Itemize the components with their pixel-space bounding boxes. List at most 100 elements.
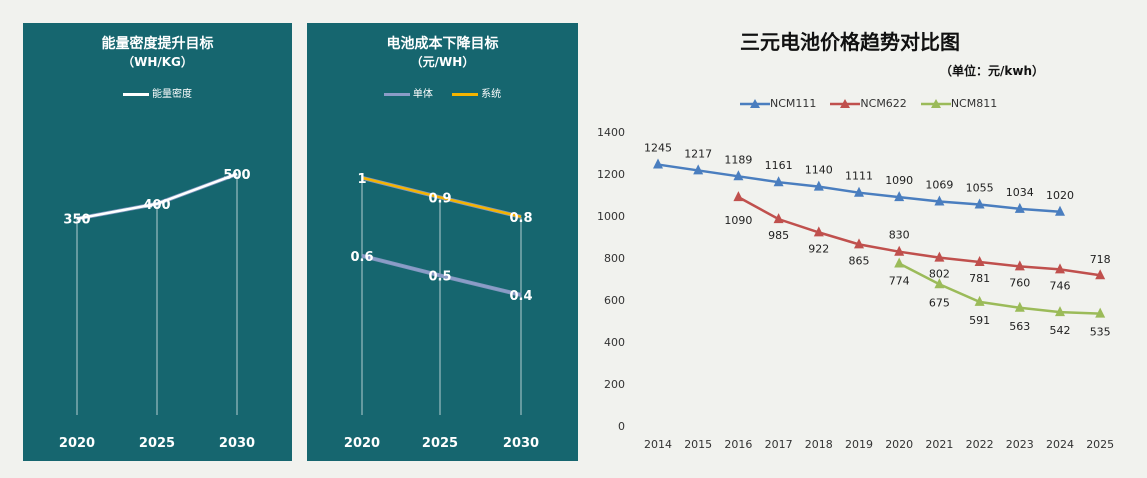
data-label: 1111 xyxy=(845,170,873,183)
data-marker xyxy=(1014,260,1025,271)
legend-item-system: 系统 xyxy=(452,85,501,100)
x-tick-label: 2016 xyxy=(724,438,752,451)
cost-target-legend: 单体 系统 xyxy=(307,85,578,100)
data-label: 985 xyxy=(768,229,789,242)
data-label: 1020 xyxy=(1046,189,1074,202)
series-line-0 xyxy=(76,172,238,220)
x-tick-label: 2018 xyxy=(805,438,833,451)
data-marker xyxy=(733,170,744,181)
data-label: 1217 xyxy=(684,147,712,160)
series-line-0 xyxy=(361,254,522,297)
data-label: 802 xyxy=(929,268,950,281)
y-tick-label: 1200 xyxy=(597,168,625,181)
data-label: 1055 xyxy=(966,181,994,194)
data-marker xyxy=(653,158,663,169)
legend-swatch xyxy=(740,99,770,108)
energy-density-subtitle: （WH/KG） xyxy=(122,55,193,69)
cost-target-title: 电池成本下降目标 xyxy=(386,36,499,52)
data-marker xyxy=(854,238,864,249)
x-tick-label: 2014 xyxy=(644,438,672,451)
data-label: 746 xyxy=(1050,279,1071,292)
data-marker xyxy=(1055,205,1065,216)
legend-swatch xyxy=(452,92,479,96)
legend-item-cell: 单体 xyxy=(383,85,433,100)
series-line-ncm811 xyxy=(898,262,1101,315)
data-label: 563 xyxy=(1009,320,1030,333)
x-tick-label: 2019 xyxy=(845,438,873,451)
x-tick-label: 2017 xyxy=(765,438,793,451)
x-tick-label: 2023 xyxy=(1006,438,1034,451)
series-line-ncm622 xyxy=(737,196,1101,277)
data-label: 922 xyxy=(808,242,829,255)
data-marker xyxy=(1014,301,1025,312)
y-tick-label: 600 xyxy=(604,294,625,307)
data-marker xyxy=(854,186,864,197)
data-label: 400 xyxy=(143,198,170,213)
data-label: 718 xyxy=(1090,253,1111,266)
x-tick-label: 2024 xyxy=(1046,438,1074,451)
y-tick-label: 400 xyxy=(604,336,625,349)
cost-target-chart-panel: 电池成本下降目标 （元/WH） 单体 系统 2020 2025 2030 0.6 0.5… xyxy=(307,23,578,461)
data-label: 0.4 xyxy=(509,289,532,304)
data-label: 500 xyxy=(223,168,250,183)
energy-density-chart-panel: 能量密度提升目标 （WH/KG） 能量密度 2020 2025 2030 350 400… xyxy=(23,23,292,461)
y-tick-label: 800 xyxy=(604,252,625,265)
legend-label: NCM622 xyxy=(860,97,907,110)
data-label: 1 xyxy=(357,172,366,187)
x-tick-label: 2015 xyxy=(684,438,712,451)
data-marker xyxy=(894,245,905,256)
data-label: 781 xyxy=(969,272,990,285)
data-marker xyxy=(934,195,945,206)
price-trend-title: 三元电池价格趋势对比图 xyxy=(740,30,960,54)
data-label: 1189 xyxy=(724,153,752,166)
data-label: 591 xyxy=(969,314,990,327)
data-marker xyxy=(894,257,905,268)
data-marker xyxy=(974,255,985,266)
x-tick-label: 2022 xyxy=(966,438,994,451)
data-marker xyxy=(773,176,784,187)
y-tick-label: 0 xyxy=(618,420,625,433)
y-tick-label: 200 xyxy=(604,378,625,391)
data-marker xyxy=(733,191,744,202)
x-tick-label: 2030 xyxy=(503,436,539,451)
data-marker xyxy=(974,295,985,306)
data-marker xyxy=(1055,306,1065,317)
data-label: 0.5 xyxy=(428,269,451,284)
legend-label: 能量密度 xyxy=(152,89,192,100)
series-line-1 xyxy=(361,176,522,219)
data-marker xyxy=(894,191,905,202)
cost-target-plot: 2020 2025 2030 0.6 0.5 0.4 1 0.9 0.8 xyxy=(344,172,539,451)
x-tick-label: 2020 xyxy=(344,436,380,451)
data-label: 1140 xyxy=(805,164,833,177)
energy-density-legend: 能量密度 xyxy=(23,85,292,100)
legend-swatch xyxy=(920,99,951,108)
energy-density-plot: 2020 2025 2030 350 400 500 xyxy=(59,168,255,451)
x-tick-label: 2020 xyxy=(59,436,95,451)
legend-label: 单体 xyxy=(412,89,433,100)
data-label: 0.8 xyxy=(509,211,532,226)
legend-label: NCM111 xyxy=(770,97,817,110)
data-label: 1090 xyxy=(724,214,752,227)
data-label: 0.6 xyxy=(350,250,373,265)
data-marker xyxy=(813,180,824,191)
data-label: 1090 xyxy=(885,174,913,187)
data-label: 350 xyxy=(63,213,90,228)
data-label: 1034 xyxy=(1006,186,1034,199)
legend-item-ncm622: NCM622 xyxy=(830,97,907,110)
legend-item-ncm111: NCM111 xyxy=(740,97,816,110)
data-marker xyxy=(974,198,985,209)
x-tick-label: 2021 xyxy=(925,438,953,451)
data-label: 0.9 xyxy=(428,191,451,206)
x-tick-label: 2025 xyxy=(139,436,175,451)
y-tick-label: 1400 xyxy=(597,126,625,139)
legend-swatch xyxy=(830,99,861,108)
price-trend-unit: （单位：元/kwh） xyxy=(940,64,1044,78)
legend-swatch xyxy=(383,92,410,96)
cost-target-subtitle: （元/WH） xyxy=(410,55,475,69)
x-tick-label: 2025 xyxy=(422,436,458,451)
energy-density-title: 能量密度提升目标 xyxy=(101,36,214,52)
x-tick-label: 2025 xyxy=(1086,438,1114,451)
data-label: 760 xyxy=(1009,276,1030,289)
legend-swatch xyxy=(123,92,149,96)
legend-item-ncm811: NCM811 xyxy=(920,97,997,110)
